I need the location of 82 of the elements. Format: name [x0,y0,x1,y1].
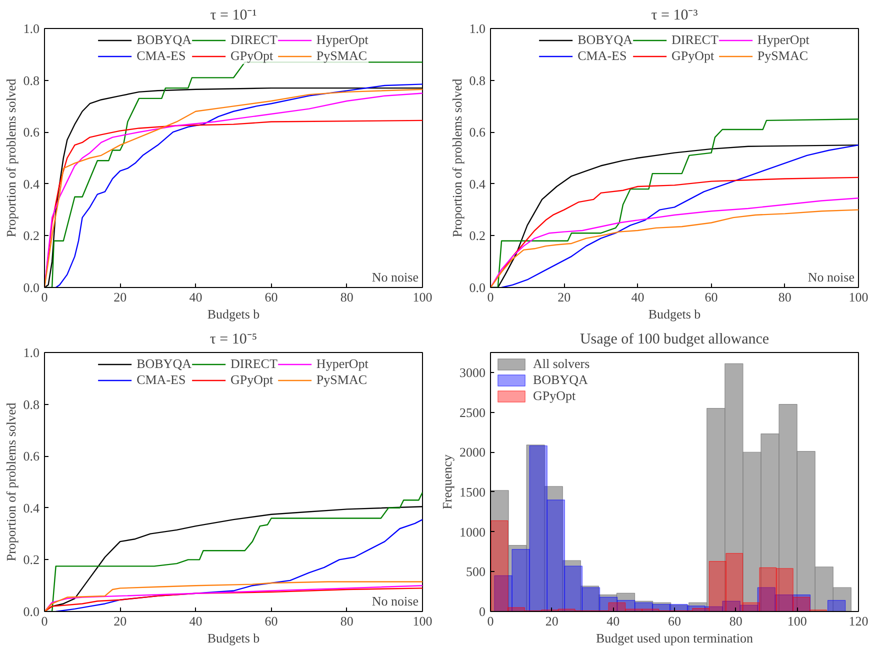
chart-title: τ = 10⁻¹ [210,8,257,24]
x-tick-label: 60 [264,614,278,628]
legend-label: PySMAC [316,372,368,388]
x-axis-title: Budgets b [648,306,701,322]
legend-label: GPyOpt [230,48,274,64]
y-tick-label: 0.0 [469,280,486,295]
x-tick-label: 40 [631,290,644,304]
y-tick-label: 0.6 [23,448,40,464]
x-axis-title: Budget used upon termination [596,630,754,646]
x-tick-label: 100 [412,290,432,304]
y-tick-label: 1.0 [23,345,40,360]
y-tick-label: 0.6 [469,124,486,140]
y-tick-label: 0.0 [23,604,40,619]
y-tick-label: 3000 [460,364,486,380]
chart-title: τ = 10⁻³ [651,8,698,24]
x-axis-title: Budgets b [207,306,260,322]
x-tick-label: 20 [114,614,127,628]
y-axis-title: Proportion of problems solved [3,402,18,562]
chart-title: Usage of 100 budget allowance [580,332,770,348]
legend-label: DIRECT [671,32,718,48]
x-tick-label: 100 [412,614,432,628]
legend-label: HyperOpt [316,356,368,372]
legend-label: BOBYQA [533,372,588,388]
legend-label: BOBYQA [578,32,632,48]
x-tick-label: 80 [729,614,742,628]
legend-label: DIRECT [230,356,278,372]
x-tick-label: 40 [189,290,202,304]
x-tick-label: 80 [340,290,354,304]
y-tick-label: 0.8 [23,72,40,88]
legend-label: HyperOpt [316,32,368,48]
x-tick-label: 60 [704,290,718,304]
y-tick-label: 0.6 [23,124,40,140]
x-tick-label: 60 [668,614,681,628]
y-tick-label: 1500 [460,484,486,500]
y-axis-title: Frequency [440,454,454,510]
x-tick-label: 20 [114,290,127,304]
x-tick-label: 100 [848,290,868,304]
y-tick-label: 0 [479,604,486,619]
legend-label: PySMAC [316,48,368,64]
y-tick-label: 0.2 [469,228,486,244]
y-tick-label: 0.2 [23,228,40,244]
y-tick-label: 0.8 [469,72,486,88]
legend-label: CMA-ES [578,48,627,64]
legend-label: CMA-ES [136,48,186,64]
legend-label: DIRECT [230,32,278,48]
legend-label: GPyOpt [230,372,274,388]
annotation: No noise [808,270,855,284]
y-tick-label: 1.0 [23,21,40,36]
x-tick-label: 120 [848,614,868,628]
x-tick-label: 40 [189,614,202,628]
x-tick-label: 20 [545,614,558,628]
y-tick-label: 0.0 [23,280,40,295]
y-tick-label: 0.8 [23,396,40,412]
legend-label: All solvers [533,356,590,372]
y-tick-label: 1000 [460,524,486,540]
y-tick-label: 0.4 [23,176,40,192]
annotation: No noise [372,594,419,608]
y-axis-title: Proportion of problems solved [449,78,464,238]
y-tick-label: 0.4 [469,176,486,192]
x-tick-label: 60 [264,290,278,304]
x-axis-title: Budgets b [207,630,260,646]
y-tick-label: 2500 [460,404,486,420]
y-tick-label: 0.4 [23,500,40,516]
legend-label: GPyOpt [671,48,714,64]
x-tick-label: 20 [558,290,571,304]
y-axis-title: Proportion of problems solved [3,78,18,238]
y-tick-label: 500 [466,564,486,580]
y-tick-label: 1.0 [469,21,486,36]
x-tick-label: 80 [778,290,792,304]
x-tick-label: 100 [787,614,807,628]
legend-label: PySMAC [757,48,808,64]
chart-title: τ = 10⁻⁵ [210,332,258,348]
legend-label: BOBYQA [136,32,192,48]
x-tick-label: 80 [340,614,354,628]
legend-label: BOBYQA [136,356,192,372]
legend-label: CMA-ES [136,372,186,388]
y-tick-label: 2000 [460,444,486,460]
x-tick-label: 40 [606,614,620,628]
legend-label: GPyOpt [533,388,576,404]
y-tick-label: 0.2 [23,552,40,568]
legend-label: HyperOpt [757,32,810,48]
annotation: No noise [372,270,419,284]
